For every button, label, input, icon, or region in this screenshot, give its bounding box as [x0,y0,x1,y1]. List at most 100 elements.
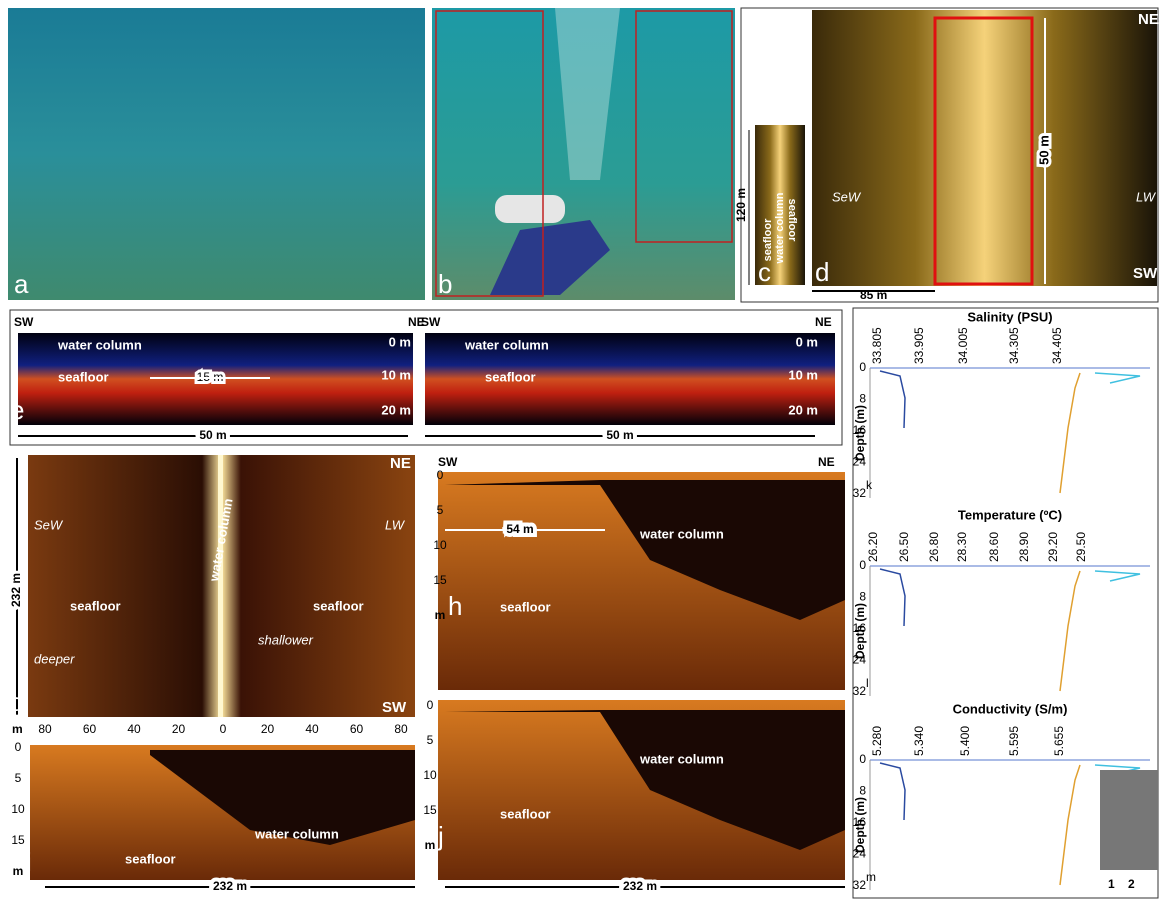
text: 15 [433,573,447,587]
x-tick-label: 33.805 [870,327,884,364]
x-tick-label: 28.30 [955,532,969,562]
text: 0 [859,360,866,374]
text: 32 [853,878,867,892]
panel-label: b [438,269,452,299]
text: 0 [427,698,434,712]
text: 0 [220,722,227,736]
x-tick-label: 26.80 [927,532,941,562]
text: 10 m [788,367,818,382]
text: 10 [423,768,437,782]
text: m [435,608,446,622]
text: 5 [427,733,434,747]
text: 20 [172,722,186,736]
x-tick-label: 28.90 [1017,532,1031,562]
x-tick-label: 29.50 [1074,532,1088,562]
x-tick-label: 26.20 [866,532,880,562]
panel-label: d [815,257,829,287]
x-tick-label: 5.400 [958,726,972,756]
text: deeper [34,651,75,666]
x-tick-label: 26.50 [897,532,911,562]
text: 5 [437,503,444,517]
text: Salinity (PSU) [967,309,1052,324]
text: e [10,395,24,425]
text: seafloor [313,598,364,613]
x-tick-label: 5.340 [912,726,926,756]
text: m [866,870,876,884]
scale-label: 232 m [9,573,23,607]
text: seafloor [125,851,176,866]
text: NE [390,455,411,472]
text: SW [421,315,441,329]
text: seafloor [500,806,551,821]
text: 0 [859,752,866,766]
text: 80 [394,722,408,736]
scale-label: 120 m [734,188,748,222]
text: 10 [11,802,25,816]
text: 40 [305,722,319,736]
text: seafloor [762,218,774,262]
photo [8,8,425,300]
text: 8 [859,392,866,406]
x-tick-label: 34.005 [956,327,970,364]
scale-label: 85 m [860,288,887,302]
panel-label: a [14,269,29,299]
text: 1 [1108,877,1115,891]
text: water column [639,526,724,541]
text: 232 m [623,879,657,893]
x-tick-label: 34.305 [1007,327,1021,364]
text: 0 [859,558,866,572]
text: 8 [859,784,866,798]
axis-title: Depth (m) [853,603,867,659]
text: 32 [853,684,867,698]
text: 10 m [381,367,411,382]
panel-label: c [758,257,771,287]
x-tick-label: 5.280 [870,726,884,756]
text: i [26,847,32,877]
text: NE [815,315,832,329]
text: 0 [437,468,444,482]
sonar-image [812,10,1157,286]
x-tick-label: 28.60 [987,532,1001,562]
compass: SW [1133,265,1158,282]
text: SW [382,699,407,716]
text: 10 [433,538,447,552]
text: LW [1136,189,1157,204]
text: water column [774,192,786,264]
text: f [417,395,425,425]
axis-title: Depth (m) [853,405,867,461]
text: SW [438,455,458,469]
text: m [12,722,23,736]
text: g [10,687,24,717]
text: 50 m [199,428,226,442]
text: m [425,838,436,852]
text: 5 [15,771,22,785]
map-inset [1100,770,1158,870]
diver-tank [495,195,565,223]
text: 50 m [606,428,633,442]
text: shallower [258,632,314,647]
text: SW [14,315,34,329]
text: 8 [859,590,866,604]
text: seafloor [500,599,551,614]
text: 0 m [796,334,818,349]
text: 32 [853,486,867,500]
text: Temperature (ºC) [958,507,1062,522]
x-tick-label: 33.905 [912,327,926,364]
x-tick-label: 34.405 [1050,327,1064,364]
text: SeW [34,517,64,532]
nadir [218,455,223,717]
text: water column [639,751,724,766]
figure: a b seafloor water column seafloor 120 m… [0,0,1159,899]
text: Conductivity (S/m) [953,701,1068,716]
axis-title: Depth (m) [853,797,867,853]
text: 232 m [213,879,247,893]
text: water column [464,337,549,352]
text: 54 m [506,522,533,536]
text: seafloor [58,369,109,384]
text: j [437,821,444,851]
text: 2 [1128,877,1135,891]
text: 20 [261,722,275,736]
text: 0 m [389,334,411,349]
text: h [448,591,462,621]
x-tick-label: 5.595 [1007,726,1021,756]
